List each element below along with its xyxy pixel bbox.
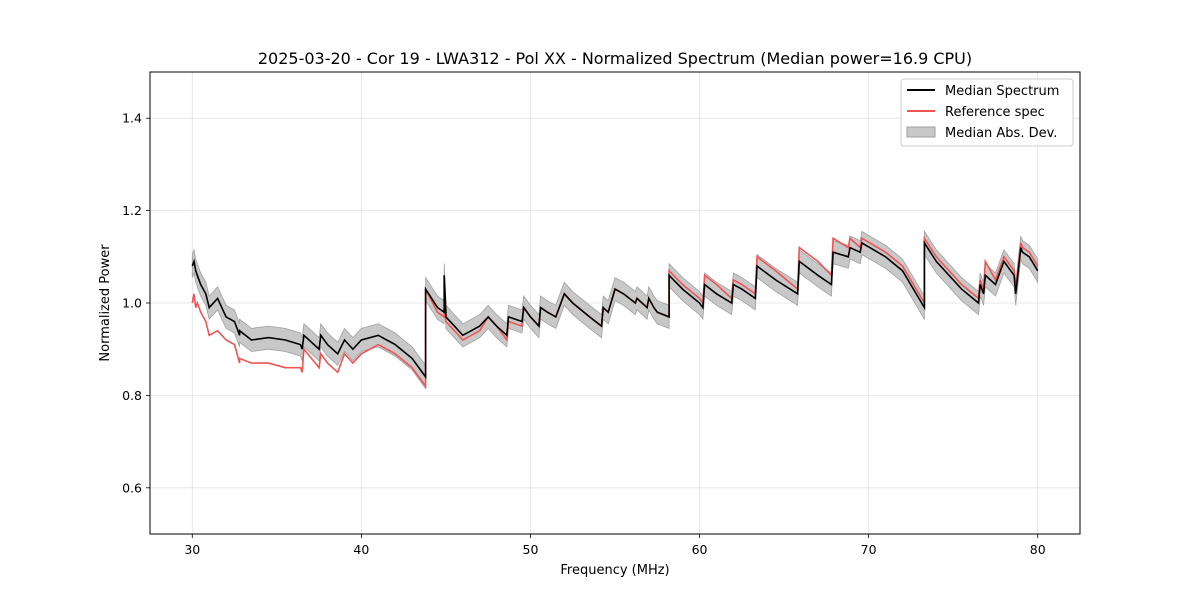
- y-tick-label: 1.2: [122, 203, 142, 218]
- x-tick-label: 70: [861, 542, 877, 557]
- legend-label-reference: Reference spec: [945, 105, 1045, 120]
- reference-spectrum-line: [191, 235, 1039, 389]
- x-tick-label: 40: [353, 542, 369, 557]
- legend-label-mad: Median Abs. Dev.: [945, 126, 1057, 141]
- plot-data-area: [191, 230, 1039, 390]
- x-tick-label: 60: [692, 542, 708, 557]
- axis-ticks: 30 40 50 60 70 80 0.6 0.8 1.0 1.2 1.4: [122, 111, 1046, 557]
- x-tick-label: 50: [523, 542, 539, 557]
- legend-box: [900, 78, 1074, 147]
- y-axis-label: Normalized Power: [98, 244, 113, 362]
- legend-label-median: Median Spectrum: [945, 84, 1059, 99]
- legend: Median Spectrum Reference spec Median Ab…: [900, 78, 1074, 147]
- x-tick-label: 80: [1030, 542, 1046, 557]
- x-axis-label: Frequency (MHz): [560, 563, 669, 578]
- median-spectrum-line: [191, 240, 1039, 380]
- legend-swatch-mad: [906, 126, 936, 138]
- y-tick-label: 1.4: [122, 111, 142, 126]
- x-tick-label: 30: [184, 542, 200, 557]
- y-tick-label: 1.0: [122, 296, 142, 311]
- y-tick-label: 0.8: [122, 388, 142, 403]
- y-tick-label: 0.6: [122, 480, 142, 495]
- chart-title: 2025-03-20 - Cor 19 - LWA312 - Pol XX - …: [258, 49, 972, 68]
